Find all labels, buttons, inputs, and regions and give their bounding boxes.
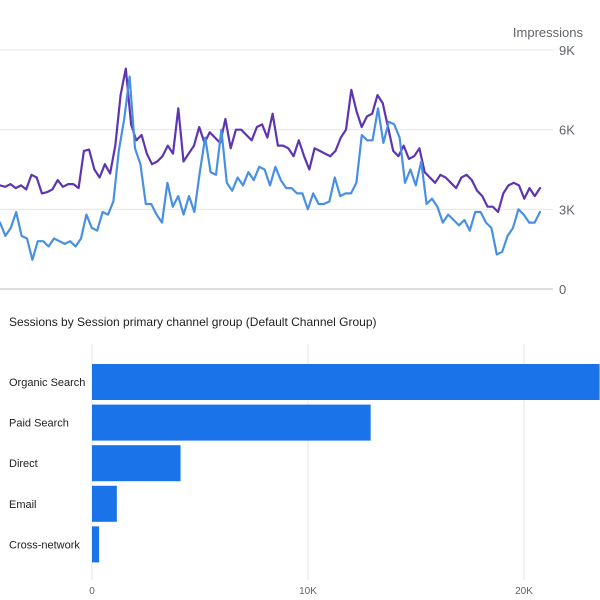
bar-chart-title: Sessions by Session primary channel grou… xyxy=(9,315,377,329)
line-y-tick-label: 0 xyxy=(559,282,566,297)
bar-paid-search[interactable] xyxy=(92,404,371,441)
line-chart-gridlines xyxy=(0,49,553,290)
impressions-line-chart: Impressions 0 3K 6K 9K xyxy=(0,25,584,297)
line-y-tick-label: 9K xyxy=(559,43,575,58)
bar-chart-x-ticks: 0 10K 20K xyxy=(89,586,533,597)
bar-chart-category-labels: Organic Search Paid Search Direct Email Cros… xyxy=(9,377,85,551)
line-chart-series xyxy=(0,67,542,261)
bar-category-label: Cross-network xyxy=(9,539,80,551)
line-y-tick-label: 6K xyxy=(559,123,575,138)
bar-x-tick-label: 20K xyxy=(515,586,533,597)
bar-email[interactable] xyxy=(92,485,117,522)
bar-category-label: Direct xyxy=(9,458,38,470)
line-series-1 xyxy=(0,67,542,214)
bar-category-label: Organic Search xyxy=(9,377,85,389)
bar-category-label: Paid Search xyxy=(9,418,69,430)
bar-cross-network[interactable] xyxy=(92,526,100,563)
bar-x-tick-label: 10K xyxy=(299,586,317,597)
bar-chart-bars xyxy=(92,364,600,563)
bar-organic-search[interactable] xyxy=(92,364,600,400)
line-series-2 xyxy=(0,75,542,261)
line-y-tick-label: 3K xyxy=(559,202,575,217)
bar-x-tick-label: 0 xyxy=(89,586,95,597)
sessions-bar-chart: Sessions by Session primary channel grou… xyxy=(9,315,600,597)
line-chart-y-ticks: 0 3K 6K 9K xyxy=(559,43,575,297)
bar-direct[interactable] xyxy=(92,445,181,482)
bar-category-label: Email xyxy=(9,499,37,511)
line-chart-y-axis-label: Impressions xyxy=(513,25,584,40)
